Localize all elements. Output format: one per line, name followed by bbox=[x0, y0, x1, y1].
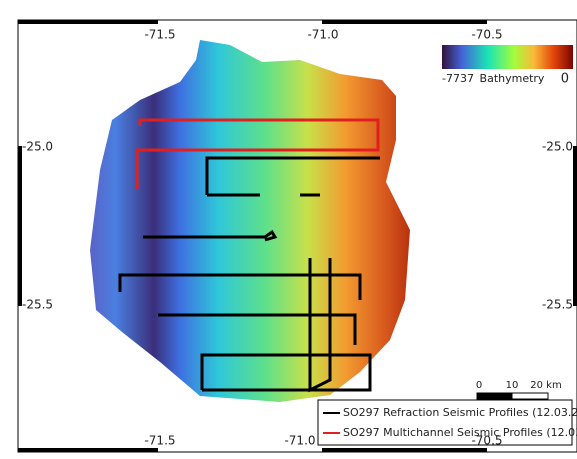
colorbar-max: 0 bbox=[561, 72, 569, 87]
scale-label: 20 km bbox=[530, 380, 561, 391]
map-view: -7737 Bathymetry 0 0 10 20 km SO297 Refr… bbox=[0, 0, 577, 459]
legend-entry: SO297 Multichannel Seismic Profiles (12.… bbox=[343, 426, 577, 439]
top-tick-label: -71.0 bbox=[307, 28, 338, 42]
scale-label: 10 bbox=[506, 380, 519, 391]
bottom-tick-label: -70.5 bbox=[471, 434, 502, 448]
colorbar-label: Bathymetry bbox=[480, 72, 545, 85]
bottom-tick-label: -71.5 bbox=[144, 434, 175, 448]
top-tick-label: -70.5 bbox=[471, 28, 502, 42]
legend: SO297 Refraction Seismic Profiles (12.03… bbox=[318, 400, 577, 445]
right-tick-label: -25.5 bbox=[542, 298, 573, 312]
right-tick-label: -25.0 bbox=[542, 140, 573, 154]
page: {"map": { "axes": { "top": ["-71.5", "-7… bbox=[0, 0, 577, 459]
top-tick-label: -71.5 bbox=[144, 28, 175, 42]
legend-entry: SO297 Refraction Seismic Profiles (12.03… bbox=[343, 406, 577, 419]
scale-label: 0 bbox=[476, 380, 482, 391]
left-tick-label: -25.5 bbox=[22, 298, 53, 312]
left-tick-label: -25.0 bbox=[22, 140, 53, 154]
bottom-tick-label: -71.0 bbox=[284, 434, 315, 448]
colorbar-min: -7737 bbox=[442, 72, 474, 85]
